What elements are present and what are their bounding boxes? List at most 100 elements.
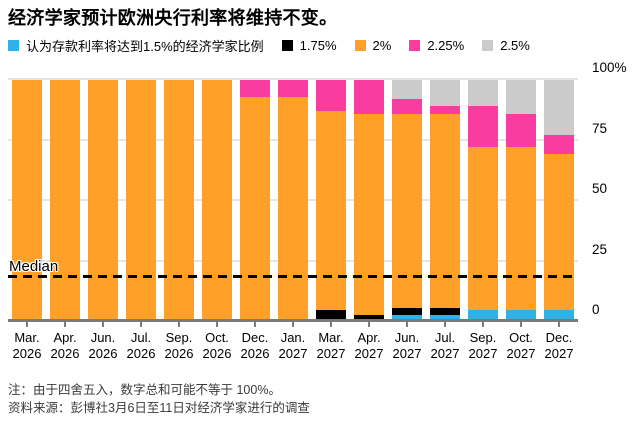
tick-mark bbox=[178, 322, 180, 327]
bar-segment bbox=[354, 80, 384, 114]
y-axis-label-75: 75 bbox=[592, 120, 608, 136]
bar-apr-2026 bbox=[50, 80, 80, 320]
bar-segment bbox=[430, 106, 460, 114]
bar-segment bbox=[278, 80, 308, 97]
bar-segment bbox=[506, 310, 536, 320]
x-axis-label: Oct. 2027 bbox=[506, 330, 536, 361]
bar-segment bbox=[506, 113, 536, 148]
legend-item-0: 认为存款利率将达到1.5%的经济学家比例 bbox=[8, 36, 264, 55]
y-axis-label-100: 100% bbox=[592, 60, 627, 75]
bar-oct-2026 bbox=[202, 80, 232, 320]
x-axis-label: Jul. 2026 bbox=[126, 330, 156, 361]
bar-segment bbox=[392, 80, 422, 100]
bar-segment bbox=[354, 315, 384, 320]
bar-column-sep-2027 bbox=[464, 80, 502, 320]
tick-mark bbox=[368, 322, 370, 327]
bar-segment bbox=[12, 80, 42, 320]
bar-column-apr-2027 bbox=[350, 80, 388, 320]
bar-segment bbox=[544, 80, 574, 136]
bar-segment bbox=[88, 80, 118, 320]
bar-mar-2027 bbox=[316, 80, 346, 320]
bar-segment bbox=[392, 315, 422, 320]
x-axis-label: Jan. 2027 bbox=[278, 330, 308, 361]
bar-segment bbox=[468, 106, 498, 148]
tick-mark bbox=[406, 322, 408, 327]
bar-segment bbox=[430, 308, 460, 316]
x-axis-label: Jun. 2026 bbox=[88, 330, 118, 361]
bar-segment bbox=[468, 147, 498, 311]
x-axis-label: Sep. 2027 bbox=[468, 330, 498, 361]
bar-segment bbox=[392, 113, 422, 309]
legend-swatch-icon bbox=[482, 40, 494, 51]
x-axis-line bbox=[8, 319, 578, 322]
bar-sep-2026 bbox=[164, 80, 194, 320]
bar-segment bbox=[506, 80, 536, 114]
bar-segment bbox=[240, 80, 270, 97]
bar-jul-2027 bbox=[430, 80, 460, 320]
legend-swatch-icon bbox=[409, 40, 421, 51]
chart-title: 经济学家预计欧洲央行利率将维持不变。 bbox=[8, 8, 338, 28]
bar-segment bbox=[506, 147, 536, 311]
legend-swatch-icon bbox=[354, 40, 366, 51]
bar-segment bbox=[164, 80, 194, 320]
y-axis-label-50: 50 bbox=[592, 181, 608, 196]
footnote-rounding: 注：由于四舍五入，数字总和可能不等于 100%。 bbox=[8, 383, 281, 397]
bar-column-jan-2027 bbox=[274, 80, 312, 320]
bar-column-mar-2027 bbox=[312, 80, 350, 320]
bar-segment bbox=[468, 310, 498, 320]
bar-column-jun-2026 bbox=[84, 80, 122, 320]
bar-column-oct-2026 bbox=[198, 80, 236, 320]
legend-label: 认为存款利率将达到1.5%的经济学家比例 bbox=[26, 39, 264, 54]
tick-mark bbox=[520, 322, 522, 327]
legend-label: 2.25% bbox=[427, 38, 465, 53]
bar-segment bbox=[316, 111, 346, 311]
x-axis-label: Mar. 2026 bbox=[12, 330, 42, 361]
tick-mark bbox=[444, 322, 446, 327]
bar-segment bbox=[240, 96, 270, 320]
bar-segment bbox=[468, 80, 498, 107]
bar-segment bbox=[278, 96, 308, 320]
tick-mark bbox=[26, 322, 28, 327]
x-axis-label: Jun. 2027 bbox=[392, 330, 422, 361]
tick-mark bbox=[102, 322, 104, 327]
x-axis-label: Dec. 2027 bbox=[544, 330, 574, 361]
footnote-source: 资料来源：彭博社3月6日至11日对经济学家进行的调查 bbox=[8, 401, 310, 415]
x-axis-label: Dec. 2026 bbox=[240, 330, 270, 361]
bar-segment bbox=[544, 135, 574, 155]
tick-mark bbox=[64, 322, 66, 327]
bar-segment bbox=[544, 154, 574, 311]
tick-mark bbox=[482, 322, 484, 327]
median-label: Median bbox=[9, 258, 59, 275]
bar-segment bbox=[392, 99, 422, 114]
legend: 认为存款利率将达到1.5%的经济学家比例 1.75% 2% 2.25% 2.5% bbox=[8, 36, 530, 55]
plot-area: Median bbox=[8, 78, 578, 320]
bar-apr-2027 bbox=[354, 80, 384, 320]
bar-jun-2026 bbox=[88, 80, 118, 320]
legend-swatch-icon bbox=[281, 40, 293, 51]
bar-jan-2027 bbox=[278, 80, 308, 320]
bar-jun-2027 bbox=[392, 80, 422, 320]
tick-mark bbox=[292, 322, 294, 327]
bar-column-jul-2027 bbox=[426, 80, 464, 320]
legend-item-1: 1.75% bbox=[281, 38, 337, 53]
bar-column-jun-2027 bbox=[388, 80, 426, 320]
x-axis-label: Jul. 2027 bbox=[430, 330, 460, 361]
bar-column-jul-2026 bbox=[122, 80, 160, 320]
bar-column-apr-2026 bbox=[46, 80, 84, 320]
legend-label: 2.5% bbox=[500, 38, 530, 53]
x-axis-label: Mar. 2027 bbox=[316, 330, 346, 361]
gridline-100 bbox=[8, 78, 578, 80]
bar-segment bbox=[316, 310, 346, 320]
x-axis-label: Oct. 2026 bbox=[202, 330, 232, 361]
y-axis-label-0: 0 bbox=[592, 302, 600, 317]
bar-segment bbox=[430, 315, 460, 320]
legend-swatch-icon bbox=[8, 40, 19, 51]
y-axis-label-25: 25 bbox=[592, 241, 608, 257]
tick-mark bbox=[140, 322, 142, 327]
bar-mar-2026 bbox=[12, 80, 42, 320]
legend-item-4: 2.5% bbox=[482, 38, 530, 53]
tick-mark bbox=[558, 322, 560, 327]
bar-column-sep-2026 bbox=[160, 80, 198, 320]
bar-oct-2027 bbox=[506, 80, 536, 320]
